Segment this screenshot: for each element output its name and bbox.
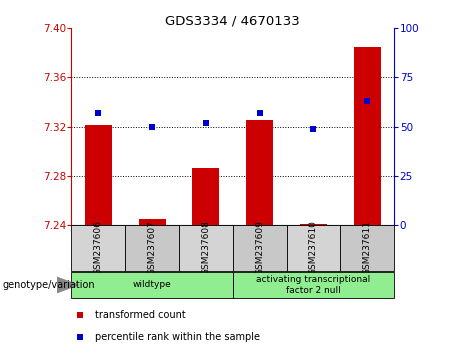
Bar <box>71 225 125 271</box>
Text: activating transcriptional
factor 2 null: activating transcriptional factor 2 null <box>256 275 371 295</box>
Bar <box>354 47 381 225</box>
Text: GSM237608: GSM237608 <box>201 220 210 275</box>
Text: GSM237610: GSM237610 <box>309 220 318 275</box>
Bar <box>71 272 233 298</box>
Text: GSM237609: GSM237609 <box>255 220 264 275</box>
Bar <box>179 225 233 271</box>
Bar <box>246 120 273 225</box>
Title: GDS3334 / 4670133: GDS3334 / 4670133 <box>165 14 300 27</box>
Bar <box>139 219 165 225</box>
Bar <box>85 125 112 225</box>
Text: percentile rank within the sample: percentile rank within the sample <box>95 332 260 342</box>
Bar <box>233 272 394 298</box>
Text: transformed count: transformed count <box>95 310 186 320</box>
Bar <box>300 224 327 225</box>
Text: GSM237611: GSM237611 <box>363 220 372 275</box>
Polygon shape <box>57 276 80 293</box>
Text: wildtype: wildtype <box>133 280 171 290</box>
Text: genotype/variation: genotype/variation <box>2 280 95 290</box>
Bar <box>125 225 179 271</box>
Bar <box>193 168 219 225</box>
Bar <box>233 225 287 271</box>
Bar <box>287 225 340 271</box>
Text: GSM237606: GSM237606 <box>94 220 103 275</box>
Bar <box>340 225 394 271</box>
Text: GSM237607: GSM237607 <box>148 220 157 275</box>
